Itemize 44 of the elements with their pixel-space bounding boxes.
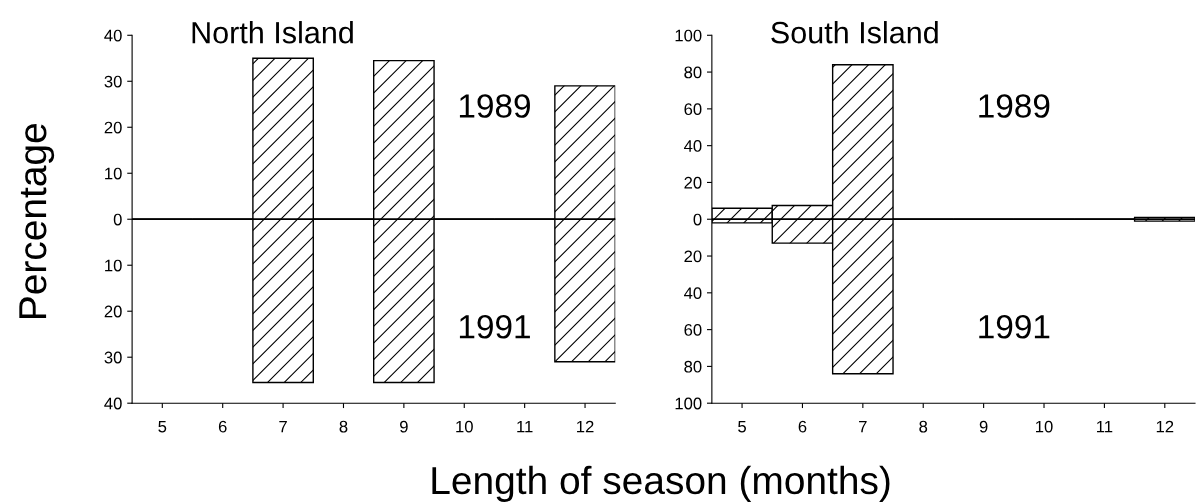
x-tick-label: 10: [456, 420, 473, 433]
y-tick-label: 100: [675, 29, 702, 42]
x-tick-label: 5: [738, 420, 746, 433]
y-tick-label: 20: [104, 305, 122, 318]
y-tick-label: 20: [684, 176, 702, 189]
x-axis-title: Length of season (months): [432, 465, 890, 502]
series-label: 1989: [459, 94, 530, 118]
y-tick-label: 40: [104, 29, 122, 42]
x-tick-label: 8: [339, 420, 348, 433]
series-label: 1991: [459, 314, 530, 339]
x-tick-label: 9: [400, 420, 408, 433]
y-tick-label: 20: [104, 121, 122, 134]
y-tick-label: 60: [684, 324, 702, 336]
y-tick-label: 30: [104, 75, 122, 88]
y-tick-label: 30: [104, 351, 122, 364]
y-tick-label: 40: [683, 140, 702, 152]
x-tick-label: 11: [517, 420, 533, 433]
chart-title: South Island: [771, 21, 938, 44]
y-axis-title: Percentage: [19, 124, 55, 319]
y-tick-label: 20: [684, 250, 702, 263]
y-tick-label: 10: [105, 167, 122, 180]
x-tick-label: 12: [1156, 420, 1174, 433]
y-tick-label: 0: [113, 213, 122, 226]
y-tick-label: 40: [104, 397, 122, 410]
chart-title: North Island: [192, 21, 353, 44]
x-tick-label: 5: [158, 420, 167, 433]
x-tick-label: 7: [859, 420, 867, 433]
x-tick-label: 6: [218, 420, 227, 433]
y-tick-label: 0: [693, 213, 702, 226]
x-tick-label: 9: [979, 420, 988, 433]
x-tick-label: 10: [1036, 420, 1053, 433]
x-tick-label: 12: [577, 420, 594, 433]
x-tick-label: 6: [798, 420, 807, 433]
y-tick-label: 80: [684, 66, 702, 79]
y-tick-label: 100: [675, 397, 702, 410]
y-tick-label: 40: [683, 287, 702, 300]
x-tick-label: 8: [919, 420, 928, 433]
x-tick-label: 11: [1097, 420, 1113, 433]
text: 1991: [979, 314, 1050, 339]
y-tick-label: 10: [105, 259, 122, 272]
y-tick-label: 80: [684, 360, 702, 373]
text: 1989: [979, 94, 1050, 118]
x-tick-label: 7: [279, 420, 287, 433]
y-tick-label: 60: [684, 103, 702, 116]
